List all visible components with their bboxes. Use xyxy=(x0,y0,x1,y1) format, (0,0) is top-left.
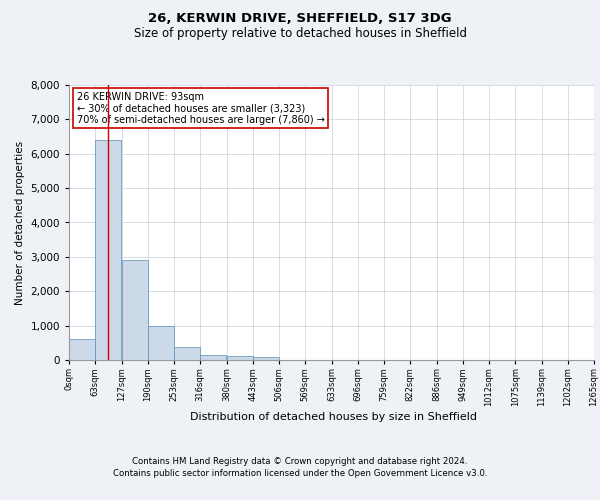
Y-axis label: Number of detached properties: Number of detached properties xyxy=(15,140,25,304)
Bar xyxy=(148,326,174,360)
Bar xyxy=(200,354,226,360)
Text: Size of property relative to detached houses in Sheffield: Size of property relative to detached ho… xyxy=(133,28,467,40)
Text: Contains HM Land Registry data © Crown copyright and database right 2024.: Contains HM Land Registry data © Crown c… xyxy=(132,458,468,466)
Bar xyxy=(227,356,253,360)
Text: 26, KERWIN DRIVE, SHEFFIELD, S17 3DG: 26, KERWIN DRIVE, SHEFFIELD, S17 3DG xyxy=(148,12,452,26)
Text: Distribution of detached houses by size in Sheffield: Distribution of detached houses by size … xyxy=(190,412,476,422)
Bar xyxy=(69,340,95,360)
Bar xyxy=(95,140,121,360)
Text: 26 KERWIN DRIVE: 93sqm
← 30% of detached houses are smaller (3,323)
70% of semi-: 26 KERWIN DRIVE: 93sqm ← 30% of detached… xyxy=(77,92,325,125)
Bar xyxy=(174,347,200,360)
Text: Contains public sector information licensed under the Open Government Licence v3: Contains public sector information licen… xyxy=(113,469,487,478)
Bar xyxy=(122,260,148,360)
Bar xyxy=(253,357,279,360)
